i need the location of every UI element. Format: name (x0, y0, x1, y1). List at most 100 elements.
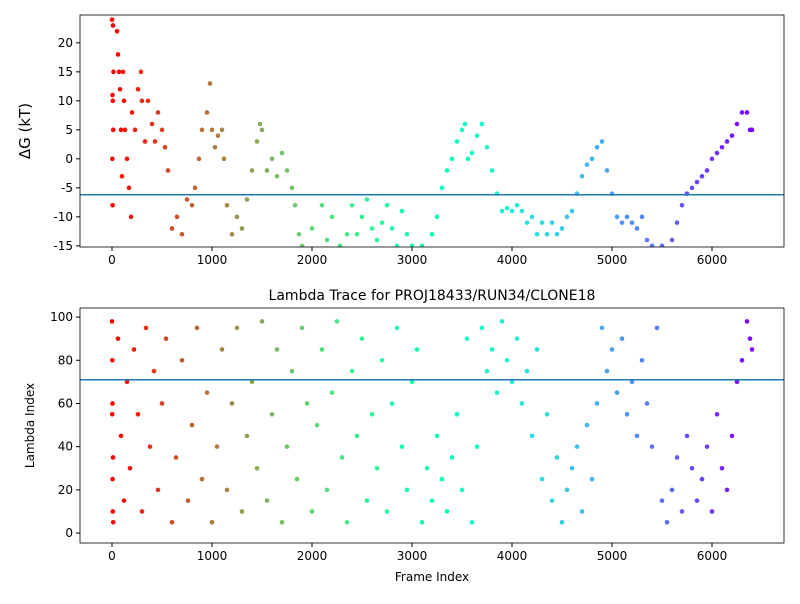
point (110, 202, 115, 208)
point (514, 202, 520, 208)
point (554, 231, 560, 237)
point (244, 197, 250, 202)
y-tick-label: 5 (65, 123, 73, 137)
point (110, 23, 116, 28)
y-axis-label: ΔG (kT) (16, 103, 34, 159)
point (234, 214, 240, 220)
point (689, 465, 695, 471)
point (274, 347, 280, 352)
point (379, 357, 385, 363)
point (544, 231, 550, 237)
point (229, 401, 235, 406)
point (539, 476, 545, 482)
point (159, 127, 165, 133)
point (143, 325, 149, 331)
point (749, 347, 755, 352)
point (354, 231, 360, 237)
point (179, 231, 185, 237)
point (269, 156, 275, 162)
x-tick-label: 0 (108, 253, 116, 267)
point (569, 208, 575, 214)
y-tick-label: 10 (58, 94, 73, 108)
point (504, 357, 510, 363)
point (494, 390, 500, 395)
point (499, 208, 505, 214)
point (115, 52, 121, 57)
plot-area (80, 17, 784, 247)
y-tick-label: -5 (61, 181, 73, 195)
point (110, 357, 115, 363)
point (111, 69, 116, 75)
point (124, 156, 130, 162)
point (229, 231, 235, 237)
point (639, 357, 645, 363)
point (669, 487, 675, 493)
point (734, 379, 740, 385)
point (269, 411, 275, 417)
point (559, 519, 565, 525)
point (116, 69, 122, 75)
point (354, 433, 360, 439)
point (524, 368, 530, 374)
point (389, 226, 395, 231)
point (219, 127, 225, 133)
point (499, 319, 505, 324)
chart-title: Lambda Trace for PROJ18433/RUN34/CLONE18 (269, 288, 596, 304)
axes-frame (79, 307, 785, 544)
y-tick-label: 100 (50, 310, 73, 324)
point (419, 519, 425, 525)
point (369, 411, 375, 417)
point (729, 133, 735, 138)
point (289, 185, 295, 191)
point (128, 214, 134, 220)
point (599, 139, 605, 144)
point (199, 476, 205, 482)
point (624, 411, 630, 417)
point (329, 214, 335, 220)
point (179, 357, 185, 363)
point (454, 411, 460, 417)
point (414, 347, 420, 352)
point (629, 220, 635, 225)
point (189, 422, 195, 428)
point (419, 243, 425, 247)
point (274, 173, 280, 179)
point (121, 498, 127, 503)
point (679, 509, 685, 514)
point (162, 144, 168, 150)
point (559, 226, 565, 231)
point (694, 179, 700, 185)
point (489, 347, 495, 352)
point (135, 411, 141, 417)
point (514, 336, 520, 341)
x-tick-label: 4000 (497, 253, 528, 267)
point (399, 208, 405, 214)
point (399, 444, 405, 449)
point (249, 379, 255, 385)
x-tick-label: 2000 (297, 549, 328, 563)
point (309, 509, 315, 514)
point (117, 86, 123, 92)
point (214, 444, 220, 449)
point (110, 401, 115, 406)
point (349, 202, 355, 208)
point (169, 226, 175, 231)
point (424, 465, 430, 471)
point (120, 69, 126, 75)
point (474, 444, 480, 449)
point (689, 185, 695, 191)
point (479, 121, 485, 127)
point (224, 202, 230, 208)
point (462, 121, 468, 127)
axes-frame (79, 14, 785, 248)
point (684, 433, 690, 439)
point (169, 519, 175, 525)
point (519, 401, 525, 406)
point (394, 325, 400, 331)
point (704, 168, 710, 173)
point (719, 144, 725, 150)
point (118, 127, 124, 133)
point (714, 150, 720, 156)
point (369, 226, 375, 231)
point (389, 401, 395, 406)
